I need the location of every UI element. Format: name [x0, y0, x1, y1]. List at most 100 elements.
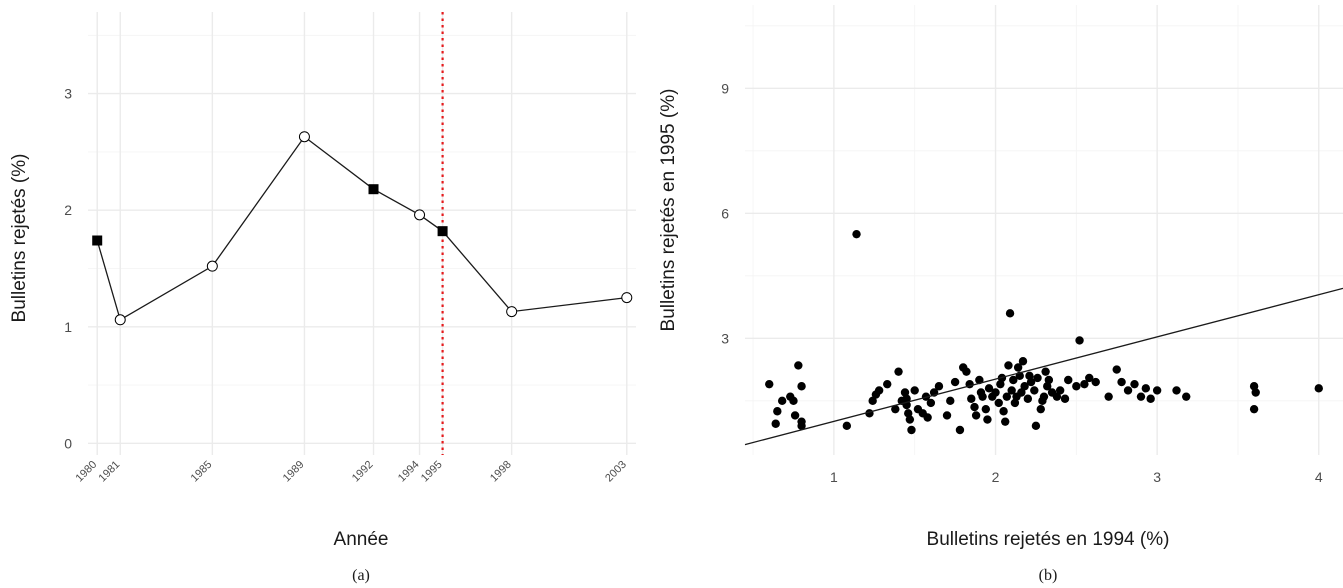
x-tick-label: 1992	[350, 459, 376, 485]
fit-line	[744, 287, 1343, 446]
scatter-point	[1018, 357, 1028, 366]
scatter-chart-xlabel: Bulletins rejetés en 1994 (%)	[927, 529, 1170, 550]
y-tick-label: 2	[64, 202, 72, 218]
data-point-circle	[114, 314, 126, 326]
scatter-point	[1004, 361, 1013, 370]
scatter-point	[1036, 404, 1045, 414]
scatter-point	[955, 425, 965, 435]
scatter-point	[777, 396, 787, 406]
scatter-point	[789, 396, 798, 406]
scatter-point	[1052, 392, 1062, 401]
scatter-point	[1060, 394, 1070, 403]
scatter-point	[1020, 382, 1029, 391]
scatter-point	[1005, 309, 1015, 318]
scatter-point	[1031, 421, 1041, 431]
scatter-point	[975, 375, 984, 385]
scatter-point	[978, 392, 987, 401]
scatter-fit-line	[744, 287, 1343, 446]
data-point-square	[92, 235, 103, 246]
scatter-point	[950, 377, 960, 387]
scatter-point	[1013, 363, 1023, 372]
scatter-point	[868, 396, 877, 406]
scatter-point	[905, 415, 915, 424]
scatter-point	[883, 379, 892, 389]
y-tick-label: 3	[721, 330, 729, 346]
scatter-point	[907, 425, 916, 435]
scatter-point	[765, 379, 774, 389]
scatter-point	[1009, 375, 1018, 385]
scatter-point	[891, 404, 900, 414]
scatter-point	[994, 398, 1003, 408]
scatter-point	[1314, 384, 1323, 393]
scatter-point	[970, 402, 979, 412]
scatter-point	[999, 407, 1008, 416]
scatter-point	[1072, 382, 1081, 391]
y-tick-label: 9	[721, 80, 729, 96]
scatter-point	[771, 419, 780, 428]
scatter-point	[1182, 392, 1191, 401]
data-point-square	[368, 184, 379, 195]
scatter-point	[1007, 386, 1016, 395]
scatter-chart-ylabel: Bulletins rejetés en 1995 (%)	[658, 89, 679, 332]
scatter-point	[1033, 373, 1042, 383]
scatter-point	[852, 229, 861, 239]
scatter-point	[1002, 392, 1012, 401]
scatter-points	[765, 229, 1323, 435]
scatter-point	[1026, 377, 1036, 387]
scatter-point	[1141, 384, 1151, 393]
scatter-chart-x-ticks: 1 2 3 4	[830, 469, 1323, 485]
y-tick-label: 1	[64, 319, 72, 335]
scatter-point	[794, 361, 803, 370]
x-tick-label: 1980	[74, 459, 100, 485]
x-tick-label: 2003	[603, 459, 629, 485]
y-tick-label: 6	[721, 205, 729, 221]
line-series	[92, 131, 633, 326]
scatter-point	[1075, 336, 1084, 345]
line-chart-y-ticks: 0 1 2 3	[64, 86, 72, 452]
data-point-circle	[621, 292, 633, 304]
scatter-point	[1130, 379, 1139, 389]
scatter-point	[797, 417, 806, 426]
scatter-point	[1112, 365, 1121, 374]
x-tick-label: 1994	[396, 459, 422, 485]
scatter-point	[1044, 375, 1054, 385]
data-point-circle	[506, 306, 518, 318]
scatter-point	[1041, 367, 1050, 376]
scatter-point	[1001, 417, 1010, 426]
scatter-point	[1146, 394, 1155, 403]
scatter-point	[773, 407, 782, 416]
scatter-point	[1251, 388, 1260, 397]
scatter-point	[962, 367, 971, 376]
y-tick-label: 0	[64, 435, 72, 451]
scatter-point	[967, 394, 976, 403]
scatter-point	[902, 394, 911, 403]
scatter-chart-caption: (b)	[1039, 567, 1058, 584]
scatter-point	[1123, 386, 1133, 395]
x-tick-label: 1989	[281, 459, 307, 485]
scatter-point	[984, 384, 994, 393]
scatter-point	[1249, 404, 1259, 414]
x-tick-label: 1981	[97, 459, 123, 485]
scatter-point	[1080, 379, 1089, 389]
scatter-point	[910, 386, 919, 395]
x-tick-label: 1985	[189, 459, 215, 485]
data-point-circle	[206, 260, 218, 272]
scatter-point	[1091, 377, 1100, 387]
x-tick-label: 1	[830, 469, 838, 485]
scatter-point	[874, 386, 884, 395]
scatter-point	[1117, 377, 1126, 387]
line-chart-ylabel: Bulletins rejetés (%)	[9, 154, 30, 323]
y-tick-label: 3	[64, 86, 72, 102]
line-chart-xlabel: Année	[334, 529, 389, 550]
data-point-circle	[298, 131, 310, 143]
scatter-point	[1023, 394, 1033, 403]
scatter-point	[926, 398, 936, 408]
scatter-point	[842, 421, 852, 431]
scatter-point	[790, 411, 800, 420]
line-chart-grid	[88, 12, 636, 455]
scatter-point	[1085, 373, 1094, 383]
scatter-chart-y-ticks: 3 6 9	[721, 80, 729, 346]
scatter-point	[1152, 386, 1162, 395]
